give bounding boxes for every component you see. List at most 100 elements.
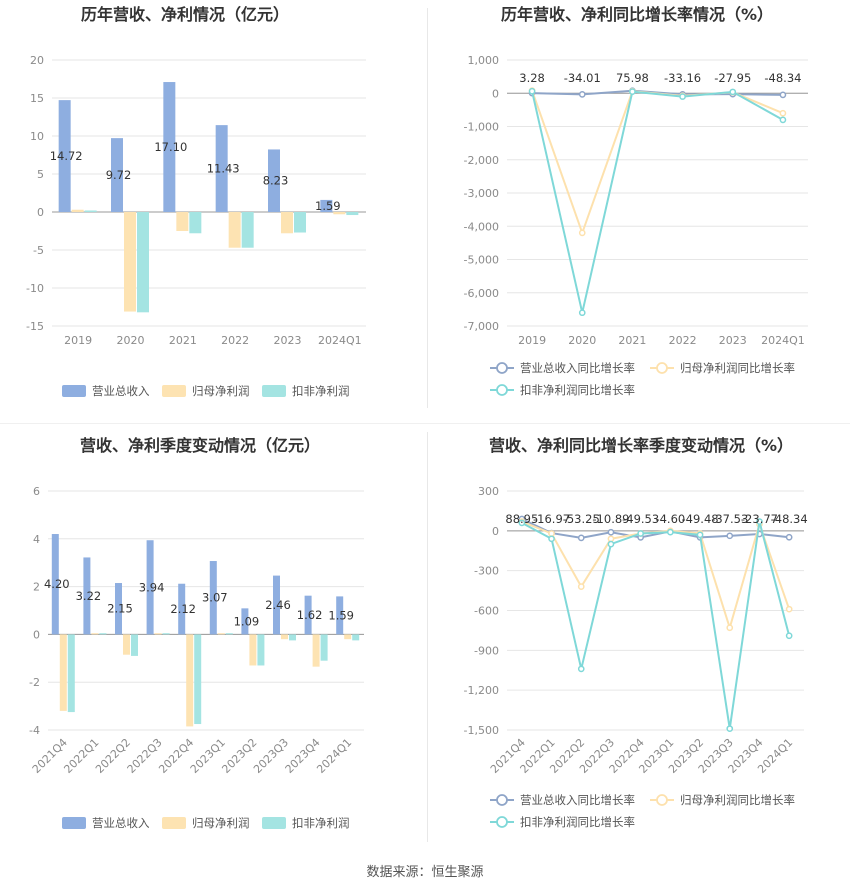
y-tick-label: -10 — [26, 282, 44, 295]
line-data-label: -33.16 — [664, 71, 701, 85]
y-tick-label: -15 — [26, 320, 44, 333]
bar-revenue — [320, 199, 333, 212]
y-tick-label: -5 — [33, 244, 44, 257]
line-data-label: -27.95 — [714, 71, 751, 85]
bar-data-label: 3.22 — [76, 589, 102, 603]
x-tick-label: 2020 — [117, 334, 145, 347]
bar-revenue — [115, 583, 122, 635]
bar-revenue — [111, 138, 123, 212]
bar-parent-net-profit — [59, 634, 67, 711]
x-tick-label: 2021 — [618, 334, 646, 347]
series-point — [679, 93, 686, 100]
series-point — [518, 519, 526, 527]
bar-data-label: 11.43 — [207, 162, 240, 176]
row-divider — [0, 423, 850, 424]
line-data-label: -48.34 — [764, 71, 801, 85]
series-point — [578, 229, 586, 237]
line-data-label: -48.34 — [771, 512, 808, 526]
y-tick-label: 10 — [30, 130, 44, 143]
legend-label: 扣非净利润 — [292, 384, 350, 398]
legend-swatch — [162, 817, 186, 829]
bar-data-label: 2.46 — [265, 598, 291, 612]
y-tick-label: -1,000 — [464, 121, 499, 134]
bar-revenue — [51, 534, 59, 635]
line-data-label: -49.48 — [682, 512, 719, 526]
bar-deducted-net-profit — [346, 212, 359, 216]
line-data-label: 75.98 — [616, 71, 649, 85]
bar-data-label: 1.59 — [328, 608, 354, 622]
legend-marker — [496, 794, 508, 806]
bar-deducted-net-profit — [289, 634, 296, 641]
series-point — [607, 540, 615, 548]
bar-deducted-net-profit — [189, 212, 202, 234]
bar-parent-net-profit — [91, 633, 99, 635]
bar-data-label: 3.07 — [202, 591, 228, 605]
line-data-label: -23.77 — [741, 512, 778, 526]
series-line — [531, 90, 784, 313]
line-data-label: -16.97 — [533, 512, 570, 526]
series-point — [726, 725, 734, 733]
y-tick-label: -5,000 — [464, 254, 499, 267]
legend-swatch — [62, 817, 86, 829]
bar-revenue — [146, 540, 154, 635]
data-source-label: 数据来源：恒生聚源 — [366, 865, 484, 880]
y-tick-label: 15 — [30, 92, 44, 105]
line-data-label: -4.60 — [655, 512, 685, 526]
bar-data-label: 1.62 — [297, 608, 323, 622]
x-tick-label: 2019 — [64, 334, 92, 347]
legend-marker — [496, 816, 508, 828]
series-point — [607, 535, 615, 543]
y-tick-label: 1,000 — [468, 54, 500, 67]
legend-swatch — [262, 385, 286, 397]
y-tick-label: -600 — [474, 605, 499, 618]
bar-deducted-net-profit — [257, 634, 265, 666]
series-point — [779, 91, 787, 99]
bar-revenue — [336, 596, 344, 635]
y-tick-label: -4 — [29, 724, 40, 737]
bar-parent-net-profit — [186, 634, 194, 727]
line-data-label: 88.95 — [505, 512, 538, 526]
bar-deducted-net-profit — [99, 633, 107, 635]
bar-parent-net-profit — [281, 212, 293, 234]
y-tick-label: 4 — [33, 533, 40, 546]
series-point — [779, 116, 787, 124]
y-tick-label: -3,000 — [464, 187, 499, 200]
chart-title: 营收、净利同比增长率季度变动情况（%） — [489, 436, 793, 455]
x-tick-label: 2022 — [221, 334, 249, 347]
x-tick-label: 2021 — [169, 334, 197, 347]
bar-deducted-net-profit — [194, 634, 202, 725]
y-tick-label: -2,000 — [464, 154, 499, 167]
bar-revenue — [273, 575, 280, 635]
y-tick-label: -300 — [474, 565, 499, 578]
bar-data-label: 8.23 — [263, 174, 289, 188]
annual-revenue-profit-chart: 历年营收、净利情况（亿元） -15 -10 -5 0 5 10 15 20 2019 2020 202… — [0, 0, 425, 420]
line-data-label: -10.89 — [592, 512, 629, 526]
x-tick-label: 2022 — [669, 334, 697, 347]
x-tick-label: 2024Q1 — [314, 736, 354, 776]
series-point — [607, 528, 615, 536]
series-point — [578, 91, 586, 98]
legend-label: 归母净利润 — [192, 384, 250, 398]
legend-label: 归母净利润同比增长率 — [680, 361, 795, 375]
series-point — [785, 632, 793, 640]
x-tick-label: 2024Q1 — [318, 334, 362, 347]
series-point — [528, 87, 536, 95]
legend-label: 营业总收入 — [92, 816, 150, 830]
bar-parent-net-profit — [344, 634, 352, 640]
bar-data-label: 4.20 — [44, 577, 70, 591]
legend-label: 营业总收入 — [92, 384, 150, 398]
series-point — [726, 624, 734, 632]
legend-label: 扣非净利润同比增长率 — [520, 383, 635, 397]
series-point — [696, 531, 704, 539]
bar-deducted-net-profit — [137, 212, 149, 313]
y-tick-label: 300 — [478, 485, 499, 498]
bar-data-label: 1.09 — [234, 614, 260, 628]
annual-growth-rate-chart: 历年营收、净利同比增长率情况（%） -7,000 -6,000 -5,000 -4,00… — [425, 0, 850, 420]
series-point — [577, 665, 585, 673]
series-point — [785, 533, 793, 541]
line-data-label: -34.01 — [564, 71, 601, 85]
legend-label: 营业总收入同比增长率 — [520, 793, 635, 807]
legend-label: 归母净利润同比增长率 — [680, 793, 795, 807]
bar-revenue — [268, 149, 280, 212]
bar-data-label: 17.10 — [154, 140, 187, 154]
